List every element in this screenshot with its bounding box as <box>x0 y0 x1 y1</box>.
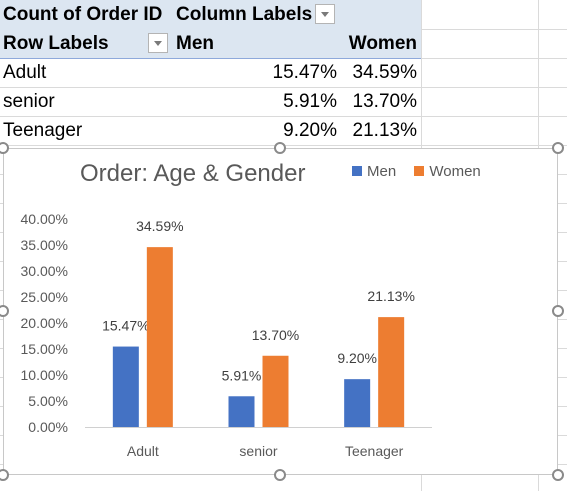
men-value[interactable]: 9.20% <box>283 120 337 141</box>
data-label: 34.59% <box>136 218 183 234</box>
bar-men <box>112 346 139 427</box>
dropdown-arrow-icon <box>321 12 329 17</box>
y-tick-label: 0.00% <box>28 419 68 435</box>
x-tick-label: Teenager <box>345 443 404 459</box>
row-label[interactable]: senior <box>3 91 55 112</box>
y-tick-label: 30.00% <box>21 263 68 279</box>
resize-handle-bottom-left[interactable] <box>0 469 9 481</box>
resize-handle-top-right[interactable] <box>552 142 564 154</box>
column-header-women[interactable]: Women <box>348 29 417 58</box>
count-label[interactable]: Count of Order ID <box>3 0 163 29</box>
resize-handle-right[interactable] <box>552 305 564 317</box>
x-tick-label: senior <box>239 443 277 459</box>
resize-handle-top[interactable] <box>274 142 286 154</box>
data-label: 5.91% <box>222 367 262 383</box>
data-label: 15.47% <box>102 318 149 334</box>
pivot-subheader-row: Row Labels Men Women <box>0 29 421 59</box>
pivot-data-row: Adult 15.47% 34.59% <box>0 58 421 87</box>
y-tick-label: 35.00% <box>21 237 68 253</box>
resize-handle-top-left[interactable] <box>0 142 9 154</box>
grid-row-line <box>0 116 567 117</box>
bar-women <box>262 355 289 427</box>
y-tick-label: 25.00% <box>21 289 68 305</box>
legend-label-men: Men <box>367 163 397 180</box>
bar-men <box>228 396 255 427</box>
women-value[interactable]: 34.59% <box>352 62 417 83</box>
men-value[interactable]: 15.47% <box>272 62 337 83</box>
bar-men <box>344 379 371 427</box>
chart-legend[interactable]: Men Women <box>352 163 495 180</box>
y-tick-label: 40.00% <box>21 211 68 227</box>
column-labels-filter-button[interactable] <box>315 4 335 24</box>
data-label: 9.20% <box>337 350 377 366</box>
resize-handle-left[interactable] <box>0 305 9 317</box>
row-label[interactable]: Adult <box>3 62 47 83</box>
legend-label-women: Women <box>429 163 481 180</box>
pivot-data-row: Teenager 9.20% 21.13% <box>0 116 421 145</box>
column-header-men[interactable]: Men <box>176 29 214 58</box>
women-value[interactable]: 21.13% <box>352 120 417 141</box>
row-label[interactable]: Teenager <box>3 120 83 141</box>
dropdown-arrow-icon <box>154 41 162 46</box>
bar-women <box>378 317 405 427</box>
resize-handle-bottom[interactable] <box>274 469 286 481</box>
column-labels-header[interactable]: Column Labels <box>176 0 313 29</box>
data-label: 13.70% <box>252 327 299 343</box>
y-tick-label: 15.00% <box>21 341 68 357</box>
y-tick-label: 5.00% <box>28 393 68 409</box>
grid-row-line <box>0 87 567 88</box>
x-tick-label: Adult <box>127 443 159 459</box>
legend-item-men[interactable]: Men <box>352 163 396 180</box>
pivot-header-row: Count of Order ID Column Labels <box>0 0 421 29</box>
men-value[interactable]: 5.91% <box>283 91 337 112</box>
data-label: 21.13% <box>367 288 414 304</box>
legend-swatch-men <box>352 166 362 176</box>
y-tick-label: 10.00% <box>21 367 68 383</box>
resize-handle-bottom-right[interactable] <box>552 469 564 481</box>
pivot-data-row: senior 5.91% 13.70% <box>0 87 421 116</box>
row-labels-header[interactable]: Row Labels <box>3 29 109 58</box>
legend-item-women[interactable]: Women <box>414 163 481 180</box>
legend-swatch-women <box>414 166 425 176</box>
bar-women <box>146 247 173 427</box>
women-value[interactable]: 13.70% <box>352 91 417 112</box>
row-labels-filter-button[interactable] <box>148 33 168 53</box>
y-tick-label: 20.00% <box>21 315 68 331</box>
chart-title[interactable]: Order: Age & Gender <box>80 160 306 187</box>
